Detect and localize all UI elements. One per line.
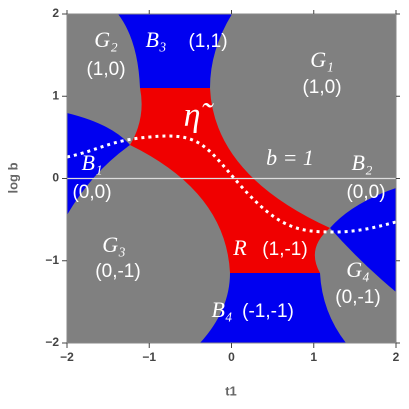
- annotation: (1,1): [188, 31, 227, 52]
- x-tick-label: 2: [393, 350, 400, 364]
- region-b4: [200, 273, 346, 343]
- region-b1: [67, 113, 130, 215]
- annotation: (-1,-1): [242, 301, 294, 322]
- annotation: G₃: [102, 232, 126, 257]
- region-b3: [118, 14, 232, 88]
- annotation: (1,-1): [262, 239, 307, 260]
- annotation: B₄: [211, 297, 232, 322]
- x-tick-label: −2: [60, 350, 74, 364]
- annotation: b = 1: [266, 145, 314, 170]
- annotation: (1,0): [86, 59, 125, 80]
- annotation: B₁: [81, 150, 102, 175]
- y-tick-label: −2: [45, 335, 59, 349]
- region-b2: [330, 188, 396, 292]
- annotation: G₁: [310, 47, 334, 72]
- region-r: [130, 88, 330, 273]
- eta-curve: [66, 134, 397, 234]
- annotation: B₂: [351, 150, 372, 175]
- annotation: G₄: [346, 257, 370, 282]
- annotation: (0,0): [346, 182, 385, 203]
- annotation: (0,-1): [95, 261, 140, 282]
- annotation: G₂: [94, 27, 118, 52]
- x-tick-label: 1: [310, 350, 317, 364]
- y-tick-label: −1: [45, 253, 59, 267]
- annotation: (0,-1): [335, 287, 380, 308]
- annotation: (1,0): [302, 77, 341, 98]
- x-tick-label: −1: [142, 350, 156, 364]
- x-axis-label: t1: [225, 383, 237, 398]
- y-tick-label: 0: [52, 171, 59, 185]
- y-tick-label: 1: [52, 88, 59, 102]
- y-tick-label: 2: [52, 6, 59, 20]
- x-tick-label: 0: [228, 350, 235, 364]
- annotation: R: [232, 235, 247, 260]
- annotation: (0,0): [72, 182, 111, 203]
- y-axis-label: log b: [5, 162, 20, 193]
- annotation: B₃: [145, 27, 166, 52]
